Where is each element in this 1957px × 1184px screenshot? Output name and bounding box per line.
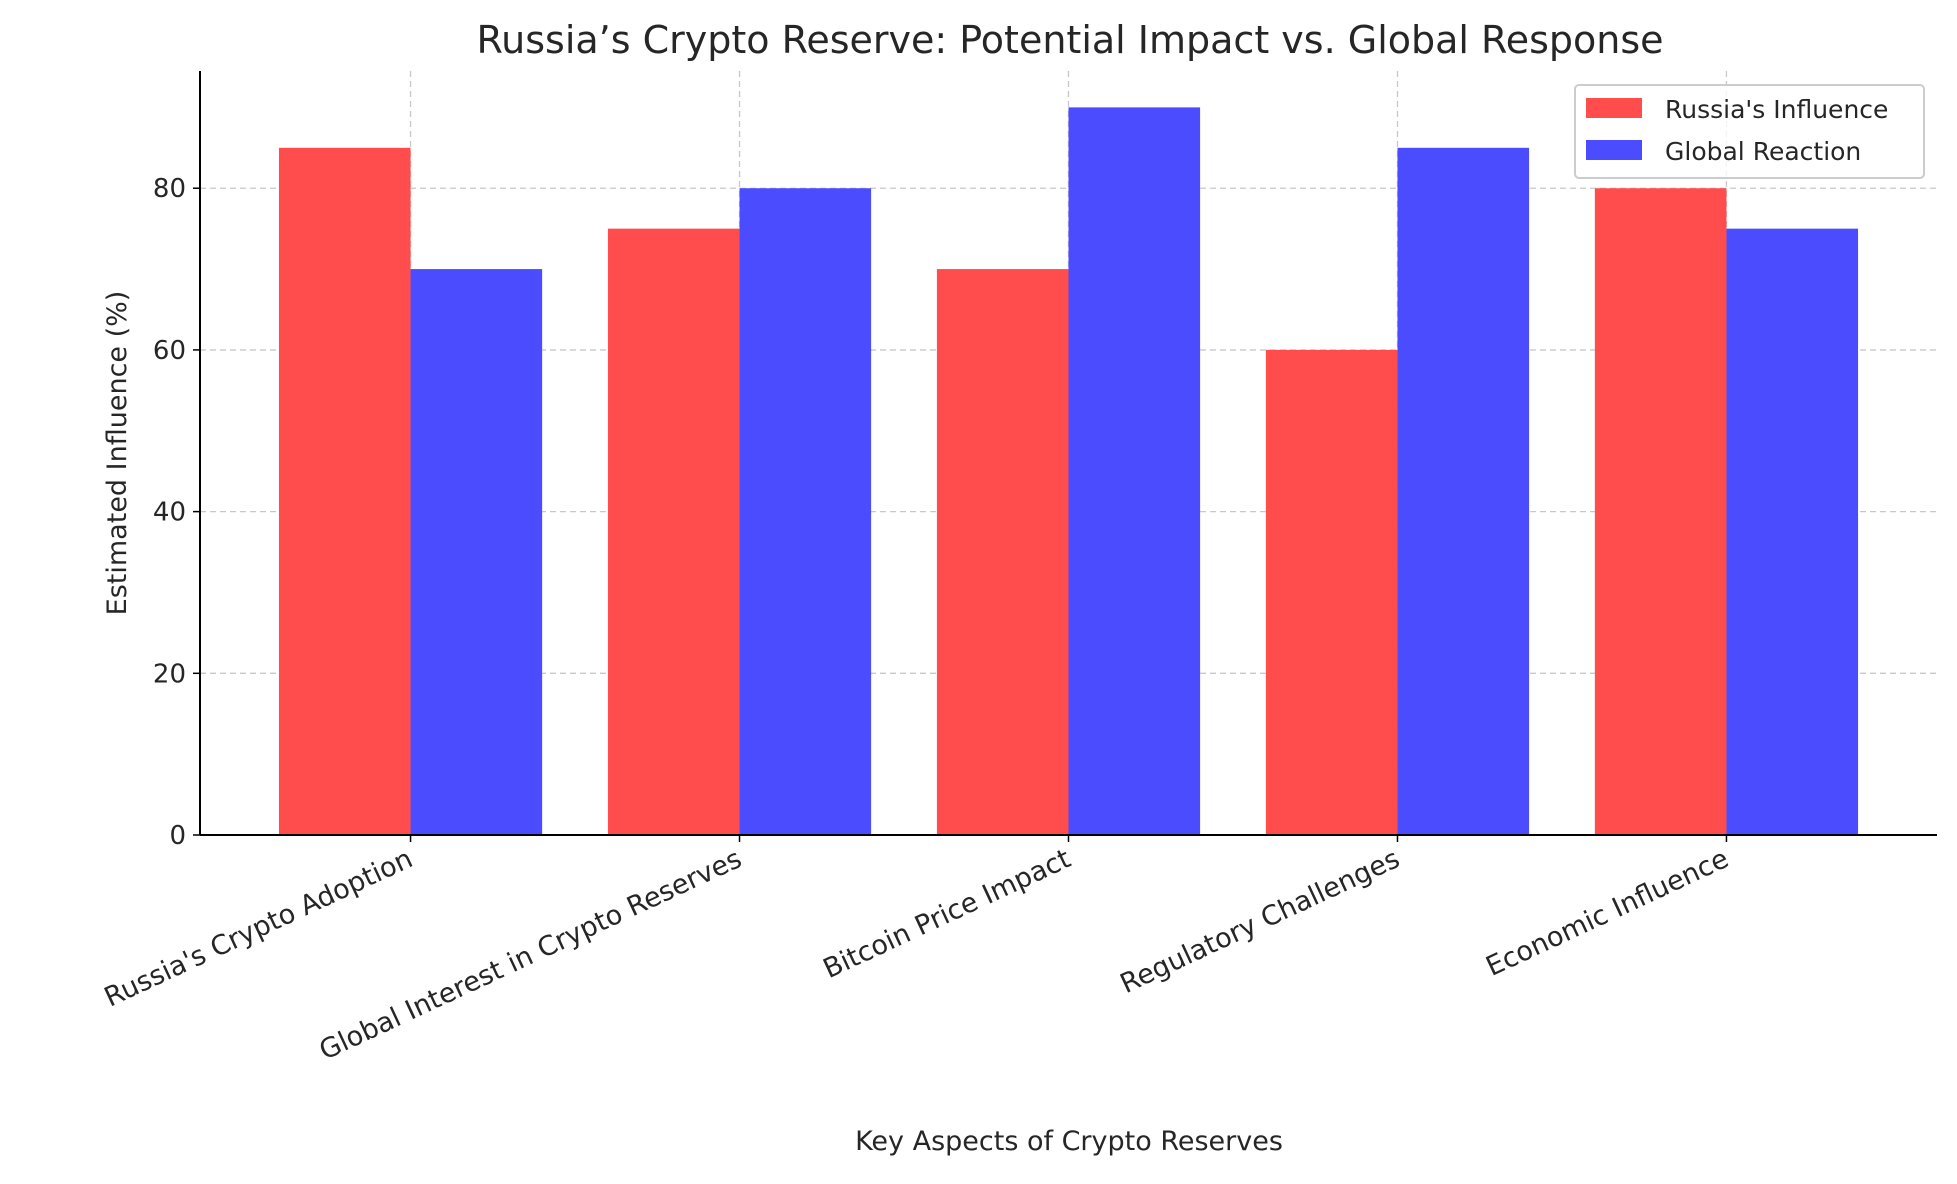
- x-tick-label: Bitcoin Price Impact: [819, 843, 1076, 985]
- bar-russias-influence: [936, 269, 1069, 835]
- y-tick-label: 20: [153, 659, 186, 689]
- legend-label: Global Reaction: [1665, 137, 1861, 166]
- x-tick-label: Regulatory Challenges: [1116, 843, 1405, 1000]
- x-tick-label: Russia's Crypto Adoption: [100, 843, 418, 1013]
- y-tick-label: 80: [153, 174, 186, 204]
- y-tick-label: 0: [169, 821, 186, 851]
- legend: Russia's Influence Global Reaction: [1574, 84, 1925, 179]
- legend-frame: [1574, 84, 1925, 179]
- bar-global-reaction: [1397, 147, 1530, 836]
- chart-title: Russia’s Crypto Reserve: Potential Impac…: [476, 18, 1663, 62]
- legend-swatch: [1586, 140, 1642, 160]
- legend-swatch: [1586, 98, 1642, 118]
- bar-russias-influence: [1594, 188, 1727, 835]
- bar-russias-influence: [607, 228, 740, 836]
- y-ticks: 0 20 40 60 80: [153, 174, 200, 851]
- bar-global-reaction: [1068, 107, 1201, 835]
- bar-russias-influence: [1265, 349, 1398, 835]
- bar-global-reaction: [410, 269, 543, 835]
- bars: [278, 107, 1859, 836]
- x-axis-label: Key Aspects of Crypto Reserves: [855, 1126, 1283, 1157]
- y-axis-label: Estimated Influence (%): [102, 291, 133, 616]
- bar-global-reaction: [1726, 228, 1859, 836]
- bar-russias-influence: [278, 147, 411, 836]
- legend-label: Russia's Influence: [1665, 95, 1888, 124]
- x-tick-label: Economic Influence: [1481, 843, 1733, 983]
- y-tick-label: 40: [153, 498, 186, 528]
- bar-global-reaction: [739, 188, 872, 835]
- y-tick-label: 60: [153, 336, 186, 366]
